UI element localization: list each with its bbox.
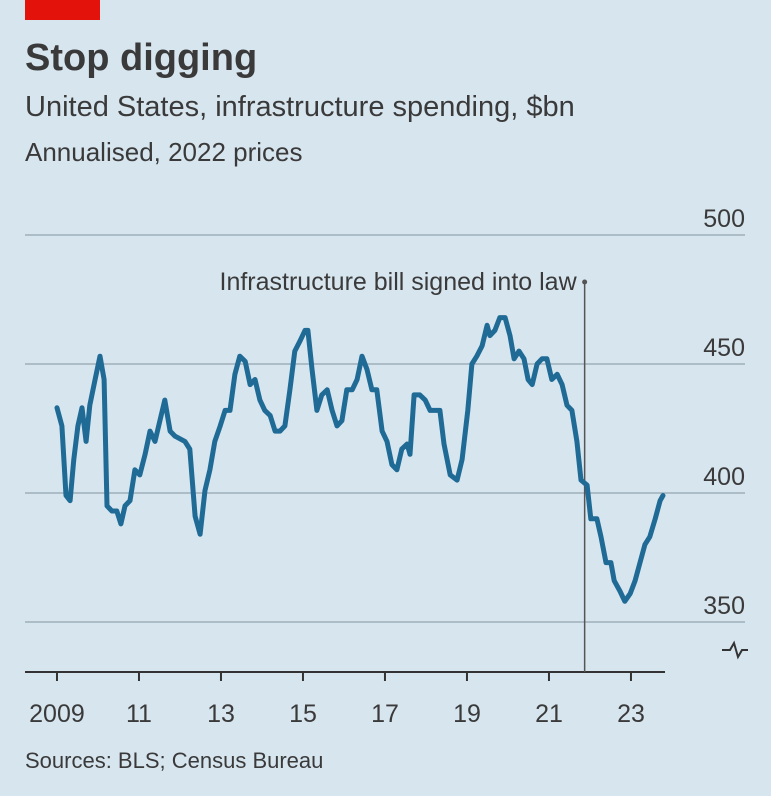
- y-tick-label: 350: [703, 592, 745, 620]
- x-tick-label: 11: [126, 700, 152, 728]
- chart-subtitle: United States, infrastructure spending, …: [25, 91, 575, 123]
- x-tick-label: 13: [207, 700, 235, 728]
- data-line: [54, 315, 666, 604]
- x-tick-label: 21: [535, 700, 563, 728]
- chart-note: Annualised, 2022 prices: [25, 137, 303, 167]
- x-tick-label: 23: [617, 700, 645, 728]
- x-tick-label: 17: [371, 700, 399, 728]
- x-tick-label: 19: [453, 700, 481, 728]
- y-tick-label: 400: [703, 463, 745, 491]
- y-tick-label: 450: [703, 334, 745, 362]
- x-tick-label: 2009: [29, 700, 85, 728]
- chart-source: Sources: BLS; Census Bureau: [25, 748, 323, 773]
- annotation-dot: [582, 279, 588, 285]
- y-tick-label: 500: [703, 205, 745, 233]
- chart-title: Stop digging: [25, 37, 257, 79]
- annotation-text: Infrastructure bill signed into law: [220, 268, 578, 296]
- x-tick-label: 15: [289, 700, 317, 728]
- brand-tab: [25, 0, 100, 20]
- axis-break: [722, 640, 748, 660]
